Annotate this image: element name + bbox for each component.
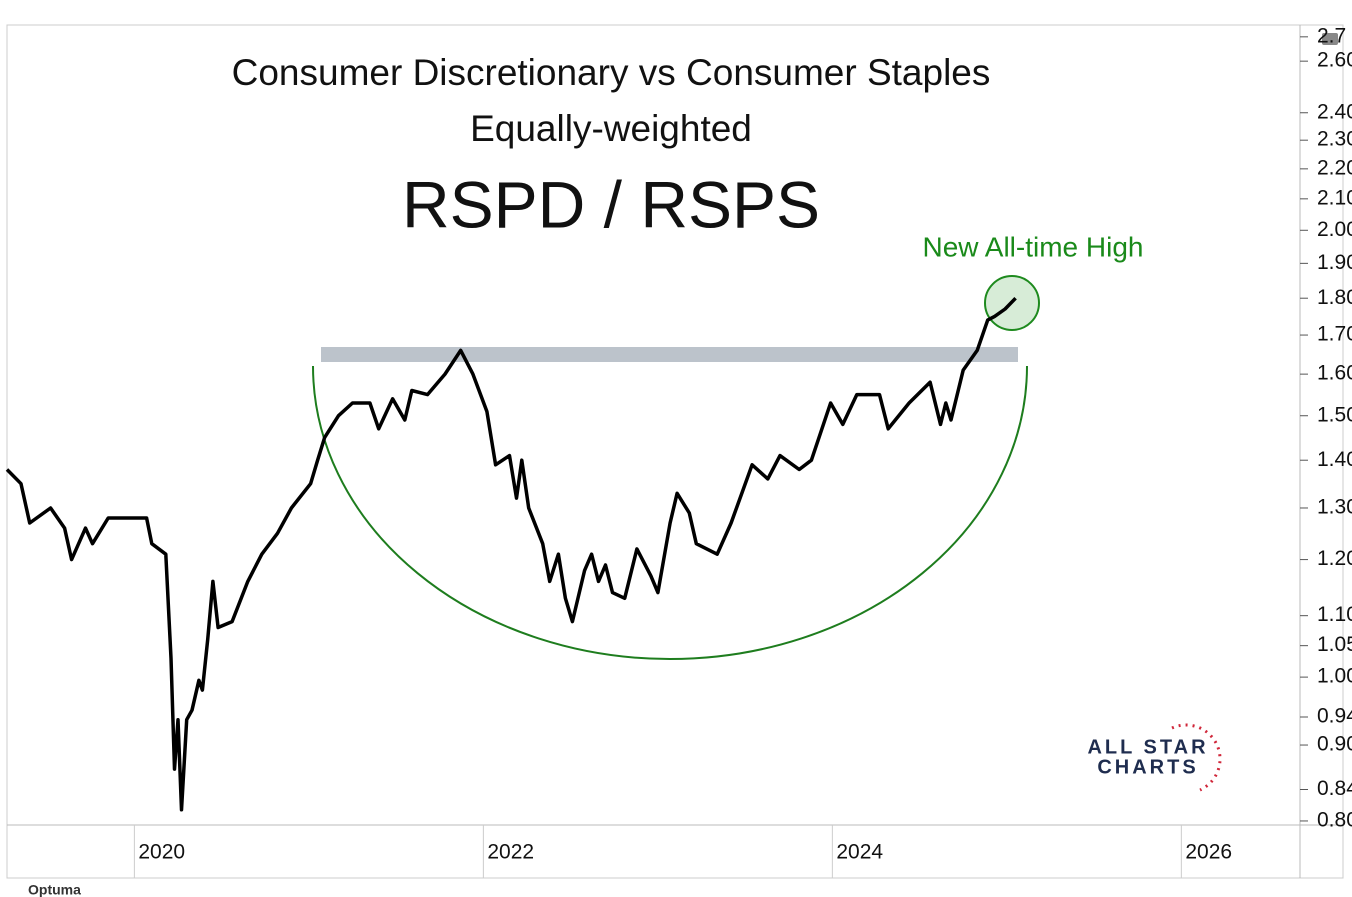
chart-title: Consumer Discretionary vs Consumer Stapl…	[232, 52, 991, 93]
annotation: New All-time High	[923, 231, 1144, 262]
y-tick-label: 1.90	[1317, 251, 1352, 274]
logo: ALL STAR CHARTS	[1087, 723, 1222, 792]
y-tick-label: 1.05	[1317, 633, 1352, 656]
y-tick-label: 2.20	[1317, 156, 1352, 179]
y-tick-label: 1.00	[1317, 665, 1352, 688]
x-tick-label: 2020	[138, 841, 185, 864]
y-tick-label: 0.84	[1317, 777, 1352, 800]
y-tick-label: 1.80	[1317, 286, 1352, 309]
lock-icon	[1322, 33, 1338, 45]
y-tick-label: 0.80	[1317, 809, 1352, 832]
ratio-line	[5, 296, 1017, 812]
y-tick-label: 1.10	[1317, 603, 1352, 626]
y-tick-label: 1.60	[1317, 362, 1352, 385]
logo-text: CHARTS	[1097, 756, 1198, 778]
y-tick-label: 1.70	[1317, 323, 1352, 346]
ratio-label: RSPD / RSPS	[402, 167, 820, 241]
y-tick-label: 1.30	[1317, 496, 1352, 519]
x-tick-label: 2026	[1185, 841, 1232, 864]
logo-text: ALL STAR	[1087, 736, 1208, 758]
y-tick-label: 1.50	[1317, 403, 1352, 426]
frame	[6, 24, 1344, 879]
chart-subtitle: Equally-weighted	[470, 108, 752, 149]
y-tick-label: 2.60	[1317, 49, 1352, 72]
x-tick-label: 2024	[836, 841, 883, 864]
y-tick-label: 1.40	[1317, 448, 1352, 471]
y-tick-label: 2.30	[1317, 128, 1352, 151]
logo-stars	[1171, 723, 1222, 792]
y-tick-label: 2.7	[1317, 24, 1346, 47]
y-tick-label: 2.40	[1317, 100, 1352, 123]
x-tick-label: 2022	[487, 841, 534, 864]
resistance-band	[321, 347, 1018, 362]
y-tick-label: 0.90	[1317, 733, 1352, 756]
y-tick-label: 2.10	[1317, 186, 1352, 209]
source: Optuma	[28, 882, 81, 897]
y-tick-label: 1.20	[1317, 547, 1352, 570]
base-arc	[312, 365, 1028, 660]
y-tick-label: 0.94	[1317, 705, 1352, 728]
y-tick-label: 2.00	[1317, 218, 1352, 241]
